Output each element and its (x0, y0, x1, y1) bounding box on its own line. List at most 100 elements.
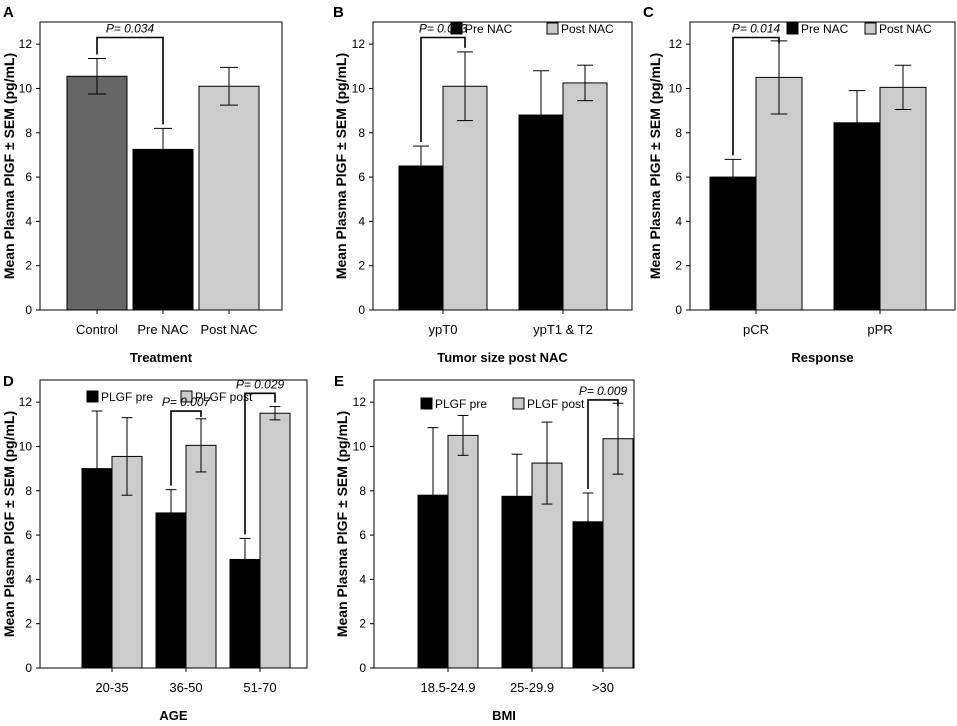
bar (66, 75, 128, 311)
bar (447, 434, 479, 669)
x-axis-label: Response (791, 350, 853, 365)
legend-swatch (86, 390, 99, 403)
y-tick-label: 8 (359, 484, 366, 498)
y-tick-label: 8 (25, 484, 32, 498)
bar (602, 438, 634, 669)
legend-label: Post NAC (561, 22, 614, 36)
y-tick-label: 10 (19, 439, 33, 453)
x-tick-label: pCR (743, 322, 769, 337)
x-tick-label: 36-50 (169, 680, 202, 695)
bar (185, 444, 217, 669)
legend-label: PLGF pre (101, 390, 153, 404)
legend-label: PLGF post (527, 397, 585, 411)
panel-letter: A (3, 4, 14, 21)
y-tick-label: 0 (25, 303, 32, 317)
y-tick-label: 8 (25, 126, 32, 140)
legend-label: Pre NAC (801, 22, 849, 36)
legend-swatch (420, 397, 433, 410)
significance-bracket (420, 36, 466, 143)
p-value-label: P= 0.009 (579, 384, 628, 398)
bar (755, 76, 803, 311)
y-tick-label: 8 (675, 126, 682, 140)
y-tick-label: 0 (25, 661, 32, 675)
p-value-label: P= 0.014 (732, 22, 781, 36)
plot-frame (372, 21, 633, 311)
y-tick-label: 6 (25, 170, 32, 184)
bar (442, 85, 488, 311)
x-tick-label: Pre NAC (137, 322, 188, 337)
y-tick-label: 4 (359, 572, 366, 586)
bar (562, 82, 608, 311)
y-tick-label: 8 (358, 126, 365, 140)
x-tick-label: 25-29.9 (510, 680, 554, 695)
y-tick-label: 2 (358, 259, 365, 273)
p-value-label: P= 0.007 (162, 395, 212, 409)
y-tick-label: 12 (19, 395, 33, 409)
p-value-label: P= 0.029 (236, 377, 285, 391)
x-axis-label: AGE (159, 708, 188, 723)
y-tick-label: 12 (19, 37, 33, 51)
x-tick-label: 20-35 (95, 680, 128, 695)
y-axis-label: Mean Plasma PlGF ± SEM (pg/mL) (1, 411, 17, 637)
y-tick-label: 0 (675, 303, 682, 317)
x-tick-label: 18.5-24.9 (421, 680, 476, 695)
x-tick-label: 51-70 (243, 680, 276, 695)
y-tick-label: 2 (675, 259, 682, 273)
y-tick-label: 12 (353, 395, 367, 409)
x-axis-label: Treatment (130, 350, 193, 365)
legend-swatch (450, 22, 463, 35)
x-tick-label: ypT0 (429, 322, 458, 337)
panel-letter: D (3, 373, 14, 390)
y-tick-label: 4 (358, 214, 365, 228)
y-axis-label: Mean Plasma PlGF ± SEM (pg/mL) (334, 411, 350, 637)
y-tick-label: 10 (19, 81, 33, 95)
y-axis-label: Mean Plasma PlGF ± SEM (pg/mL) (647, 53, 663, 279)
y-tick-label: 0 (358, 303, 365, 317)
legend-swatch (512, 397, 525, 410)
y-tick-label: 6 (25, 528, 32, 542)
y-tick-label: 10 (352, 81, 366, 95)
y-tick-label: 6 (358, 170, 365, 184)
panel-c: C 0 2 4 6 8 10 12 Mean Plasma PlGF ± SEM (pg/mL)… (643, 4, 956, 365)
legend-swatch (546, 22, 559, 35)
panel-letter: C (643, 4, 654, 21)
y-tick-label: 2 (359, 617, 366, 631)
bar (132, 148, 194, 311)
legend-label: Pre NAC (465, 22, 513, 36)
significance-bracket (244, 392, 276, 535)
x-axis-label: Tumor size post NAC (437, 350, 568, 365)
plot-frame (689, 21, 956, 311)
y-tick-label: 12 (669, 37, 683, 51)
y-tick-label: 4 (25, 572, 32, 586)
bar (259, 412, 291, 669)
x-tick-label: Control (76, 322, 118, 337)
y-tick-label: 2 (25, 617, 32, 631)
significance-bracket (732, 36, 780, 156)
y-axis-label: Mean Plasma PlGF ± SEM (pg/mL) (333, 53, 349, 279)
legend-label: PLGF pre (435, 397, 487, 411)
x-tick-label: pPR (867, 322, 892, 337)
significance-bracket (96, 36, 164, 125)
panel-letter: E (334, 373, 344, 390)
y-tick-label: 0 (359, 661, 366, 675)
p-value-label: P= 0.013 (419, 22, 468, 36)
y-tick-label: 4 (675, 214, 682, 228)
legend-swatch (864, 22, 877, 35)
legend-swatch (180, 390, 193, 403)
y-tick-label: 6 (675, 170, 682, 184)
x-axis-label: BMI (492, 708, 516, 723)
x-tick-label: ypT1 & T2 (533, 322, 593, 337)
panel-letter: B (333, 4, 344, 21)
y-axis-label: Mean Plasma PlGF ± SEM (pg/mL) (1, 53, 17, 279)
significance-bracket (587, 399, 619, 489)
bar (198, 85, 260, 311)
y-tick-label: 10 (669, 81, 683, 95)
y-tick-label: 6 (359, 528, 366, 542)
y-tick-label: 4 (25, 214, 32, 228)
x-tick-label: >30 (592, 680, 614, 695)
bar (879, 86, 927, 311)
